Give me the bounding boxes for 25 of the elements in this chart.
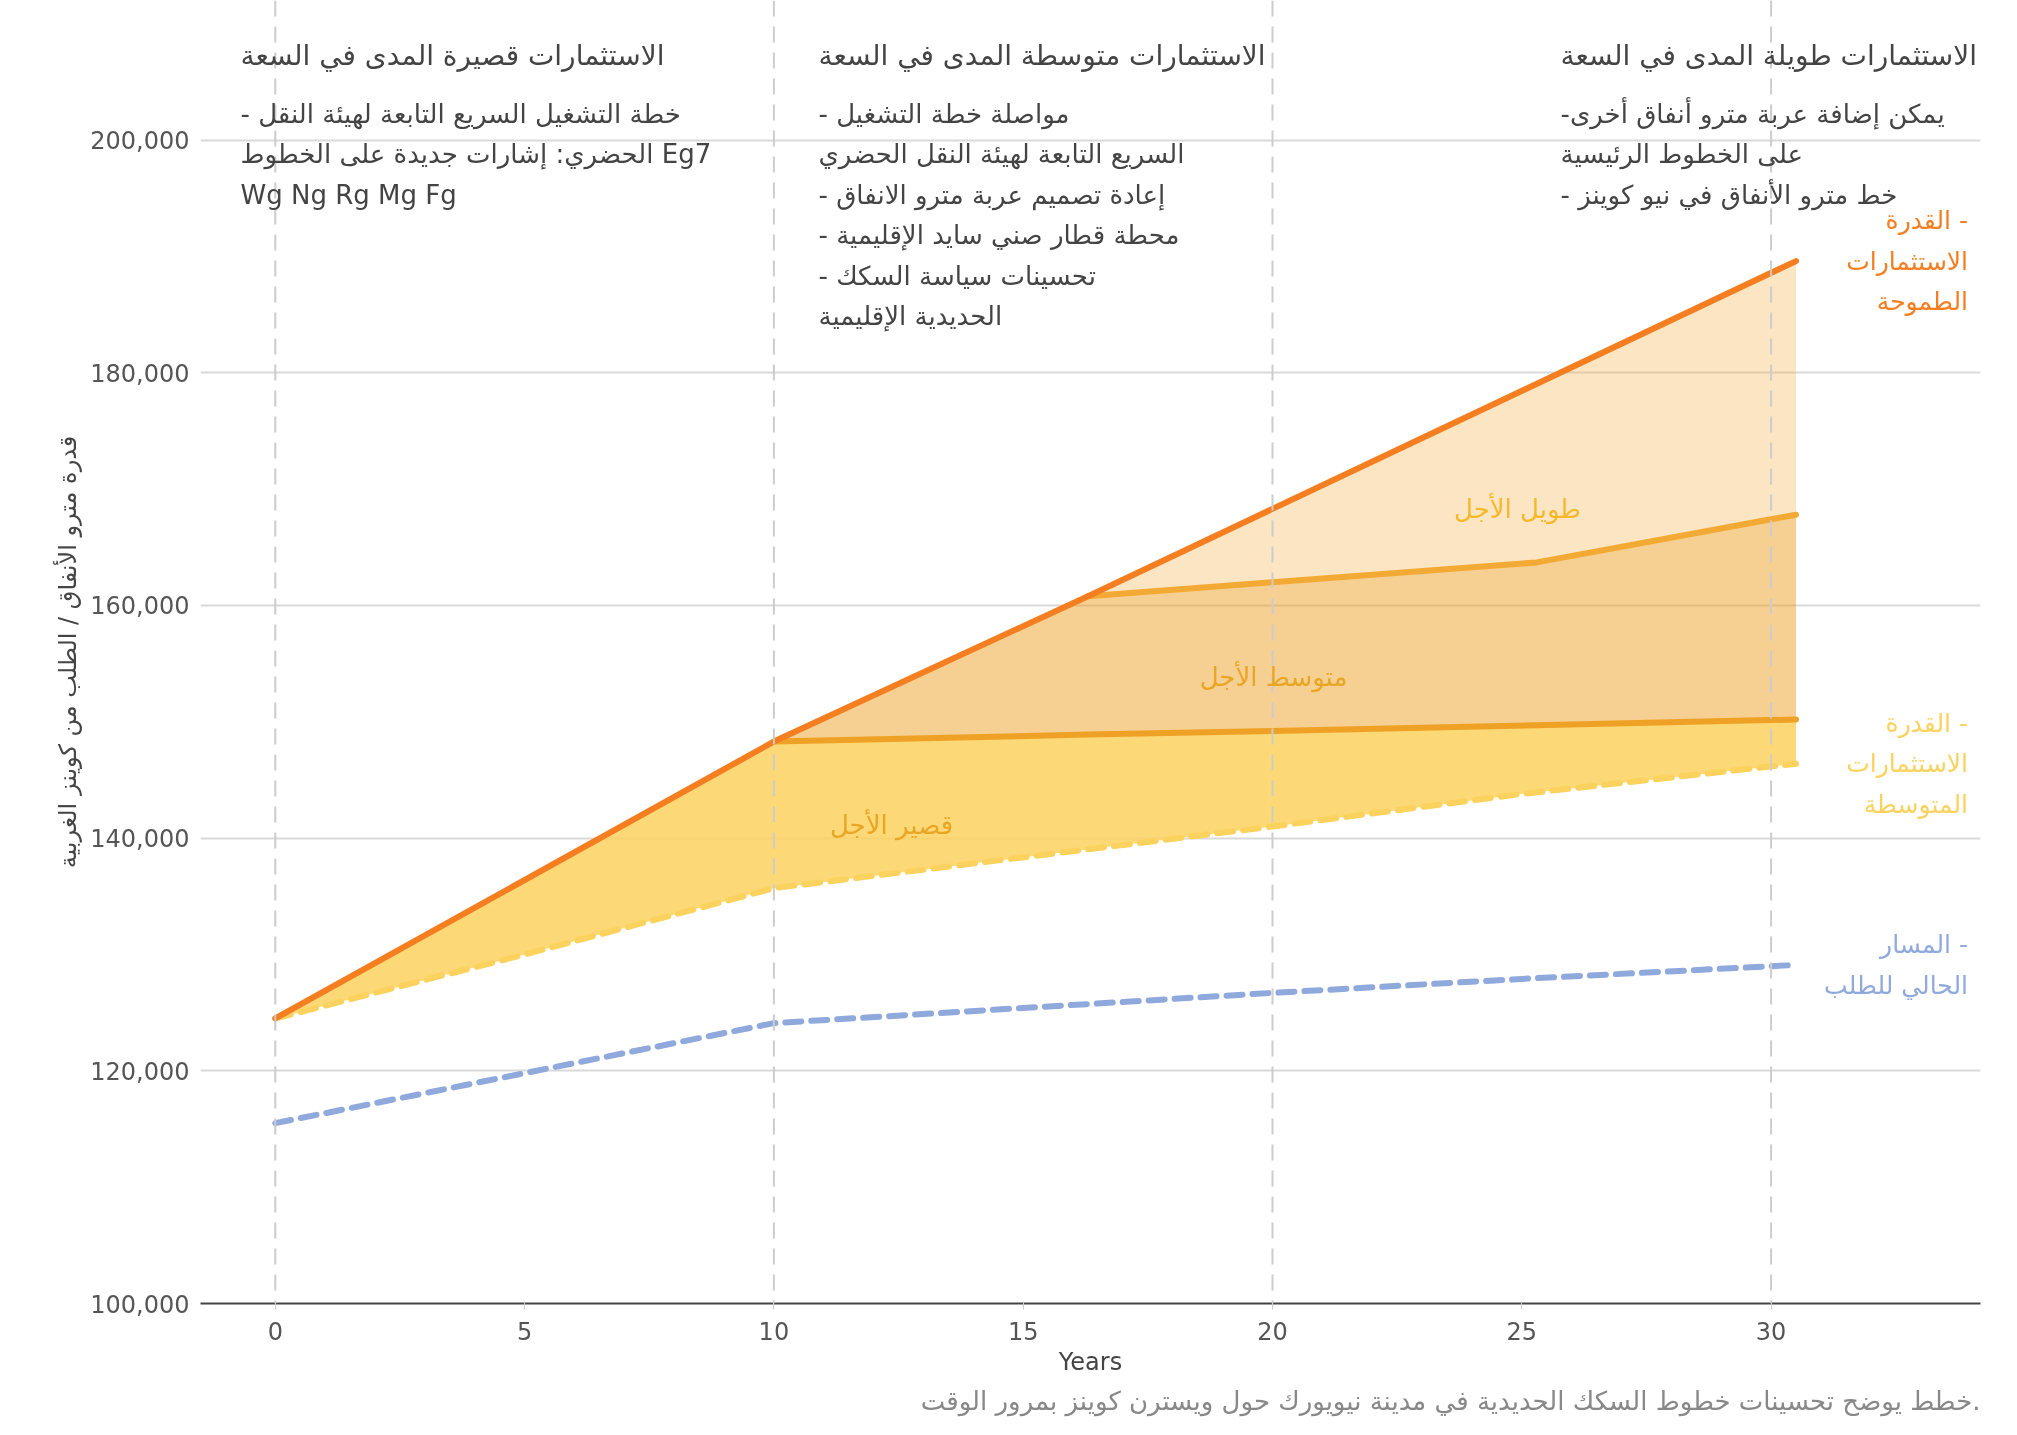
x-tick-label: 15: [1007, 1317, 1039, 1346]
annotation: طويل الأجل: [1453, 491, 1582, 525]
series-label: المسار - الحالي للطلب: [1824, 930, 1969, 1000]
annotation: الاستثمارات متوسطة المدى في السعة: [818, 38, 1266, 72]
text: القدرة - الاستثمارات المتوسطة: [1846, 708, 1969, 819]
y-axis-title: قدرة مترو الأنفاق / الطلب من كوينز الغربية: [53, 435, 83, 869]
x-axis-title: Years: [1057, 1347, 1123, 1376]
annotation: الاستثمارات قصيرة المدى في السعة: [240, 38, 665, 72]
x-tick-label: 20: [1257, 1317, 1288, 1346]
x-tick-label: 30: [1755, 1317, 1787, 1346]
x-tick-label: 5: [516, 1317, 533, 1346]
y-tick-label: 160,000: [90, 592, 190, 621]
annotation: الاستثمارات طويلة المدى في السعة: [1560, 38, 1978, 72]
annotation: متوسط الأجل: [1199, 659, 1348, 693]
y-tick-label: 120,000: [90, 1057, 190, 1086]
x-tick-label: 10: [758, 1317, 790, 1346]
x-tick-label: 0: [267, 1317, 283, 1346]
text: خطط يوضح تحسينات خطوط السكك الحديدية في مدينة نيويورك حول ويسترن كوينز بمرور الوقت.: [920, 1385, 1981, 1417]
y-tick-label: 200,000: [90, 127, 190, 156]
x-tick-label: 25: [1506, 1317, 1538, 1346]
y-tick-label: 180,000: [90, 359, 190, 388]
y-tick-label: 140,000: [90, 825, 190, 854]
annotation: - مواصلة خطة التشغيل السريع التابعة لهيئة النقل الحضري - إعادة تصميم عربة مترو الانفاق - محطة قطار صني سايد الإقليمية - تحسينات سياسة السكك الحديدية الإقليمية: [818, 98, 1185, 332]
annotation: قصير الأجل: [829, 807, 954, 841]
y-tick-label: 100,000: [90, 1290, 190, 1319]
